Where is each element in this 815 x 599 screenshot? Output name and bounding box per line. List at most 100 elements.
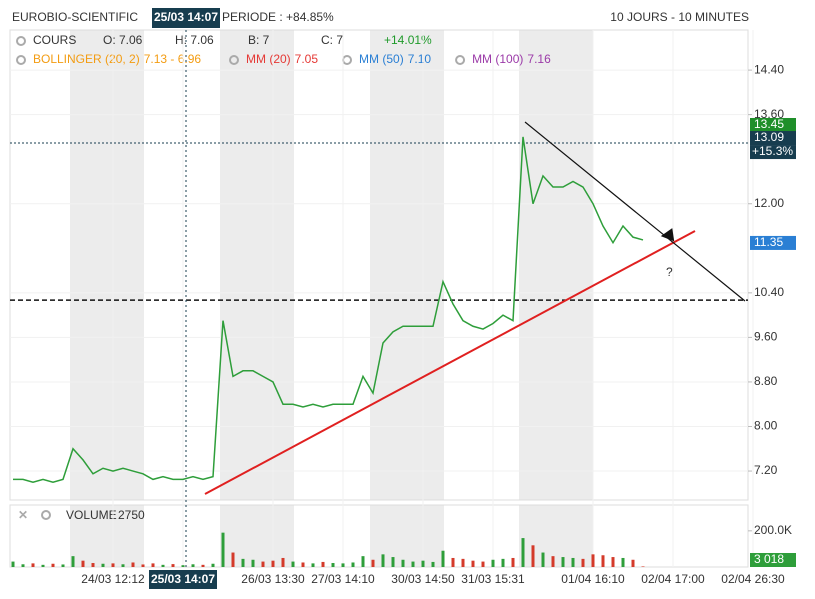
volume-bar xyxy=(351,562,355,567)
close-icon[interactable]: ✕ xyxy=(18,508,28,522)
volume-bar xyxy=(171,564,175,567)
volume-bar xyxy=(251,559,255,567)
legend-high: H: 7.06 xyxy=(175,33,214,47)
volume-bar xyxy=(141,564,145,567)
x-tick-highlight xyxy=(149,570,217,589)
y-tick-label: 13.60 xyxy=(754,107,784,121)
price-label-box xyxy=(750,117,796,132)
indicator-value: 7.16 xyxy=(527,52,551,66)
y-tick-label: 14.40 xyxy=(754,62,784,76)
y-tick-label: 10.40 xyxy=(754,285,784,299)
settings-icon xyxy=(16,55,26,65)
settings-icon[interactable] xyxy=(41,510,51,520)
price-label: 13.45 xyxy=(754,117,784,131)
volume-bar xyxy=(221,532,225,567)
volume-bar xyxy=(481,561,485,567)
volume-bar xyxy=(501,558,505,567)
volume-bar xyxy=(71,556,75,567)
volume-bar xyxy=(61,564,65,567)
legend-change: +14.01% xyxy=(384,33,432,47)
volume-bar xyxy=(51,563,55,567)
indicator-name: MM (20) xyxy=(246,52,291,66)
volume-bar xyxy=(101,563,105,567)
change-box xyxy=(750,145,796,160)
volume-bar xyxy=(531,545,535,567)
volume-bar xyxy=(11,561,15,567)
volume-bar xyxy=(91,563,95,567)
x-tick-label: 31/03 15:31 xyxy=(461,572,525,586)
price-frame xyxy=(9,29,749,501)
volume-bar xyxy=(181,565,185,567)
x-tick-label: 24/03 12:12 xyxy=(81,572,145,586)
price-label: 13.09 xyxy=(754,130,784,144)
volume-bar xyxy=(81,560,85,567)
volume-bar xyxy=(191,564,195,567)
volume-last: 3 018 xyxy=(754,552,784,566)
volume-bar xyxy=(411,561,415,567)
volume-bar xyxy=(401,559,405,567)
settings-icon xyxy=(455,55,466,65)
volume-bar xyxy=(621,557,625,567)
period: 10 JOURS - 10 MINUTES xyxy=(610,10,749,24)
volume-bar xyxy=(281,557,285,567)
volume-bar xyxy=(571,557,575,567)
volume-bar xyxy=(311,563,315,567)
x-tick-label: 30/03 14:50 xyxy=(391,572,455,586)
settings-icon[interactable] xyxy=(16,36,26,46)
day-shading xyxy=(70,30,593,567)
volume-bar xyxy=(241,558,245,567)
volume-bar xyxy=(121,564,125,567)
crosshair-time: 25/03 14:07 xyxy=(154,10,218,24)
volume-bar xyxy=(431,561,435,567)
volume-bar xyxy=(441,550,445,567)
volume-bar xyxy=(31,563,35,567)
volume-bar xyxy=(561,557,565,567)
volume-bar xyxy=(361,556,365,567)
x-tick-label: 26/03 13:30 xyxy=(241,572,305,586)
legend-low: B: 7 xyxy=(248,33,270,47)
volume-tick-label: 200.0K xyxy=(754,523,792,537)
volume-bar xyxy=(631,559,635,567)
volume-bar xyxy=(611,557,615,567)
indicator-value: 7.05 xyxy=(295,52,319,66)
volume-bar xyxy=(111,563,115,567)
volume-bar xyxy=(491,559,495,567)
volume-bar xyxy=(41,564,45,567)
volume-bar xyxy=(581,558,585,567)
volume-bar xyxy=(131,562,135,567)
annotation: ? xyxy=(666,265,673,279)
volume-bar xyxy=(21,564,25,567)
resistance-trendline xyxy=(524,121,746,302)
volume-last-box xyxy=(750,553,796,567)
volume-bar xyxy=(451,557,455,567)
volume-bar xyxy=(541,552,545,567)
y-tick-label: 7.20 xyxy=(754,463,778,477)
arrow-head xyxy=(660,228,675,242)
x-tick-label: 25/03 14:07 xyxy=(151,572,215,586)
volume-bar xyxy=(641,566,645,567)
volume-bar xyxy=(261,561,265,567)
y-tick-label: 8.00 xyxy=(754,419,778,433)
volume-bar xyxy=(271,560,275,567)
volume-bar xyxy=(211,563,215,567)
x-tick-label: 02/04 17:00 xyxy=(641,572,705,586)
volume-bar xyxy=(321,561,325,567)
volume-bar xyxy=(521,538,525,567)
volume-bar xyxy=(471,560,475,567)
volume-bar xyxy=(231,552,235,567)
price-line xyxy=(13,136,644,483)
volume-bar xyxy=(151,563,155,567)
volume-bar xyxy=(461,558,465,567)
volume-bar xyxy=(391,557,395,567)
y-tick-label: 12.00 xyxy=(754,196,784,210)
volume-bar xyxy=(591,554,595,567)
volume-bar xyxy=(511,557,515,567)
volume-name: VOLUME xyxy=(66,508,117,522)
volume-bar xyxy=(551,556,555,567)
price-label: 11.35 xyxy=(754,235,783,249)
price-label-box xyxy=(750,131,796,146)
volume-bar xyxy=(161,564,165,567)
x-tick-label: 01/04 16:10 xyxy=(561,572,625,586)
support-trendline xyxy=(204,230,696,495)
